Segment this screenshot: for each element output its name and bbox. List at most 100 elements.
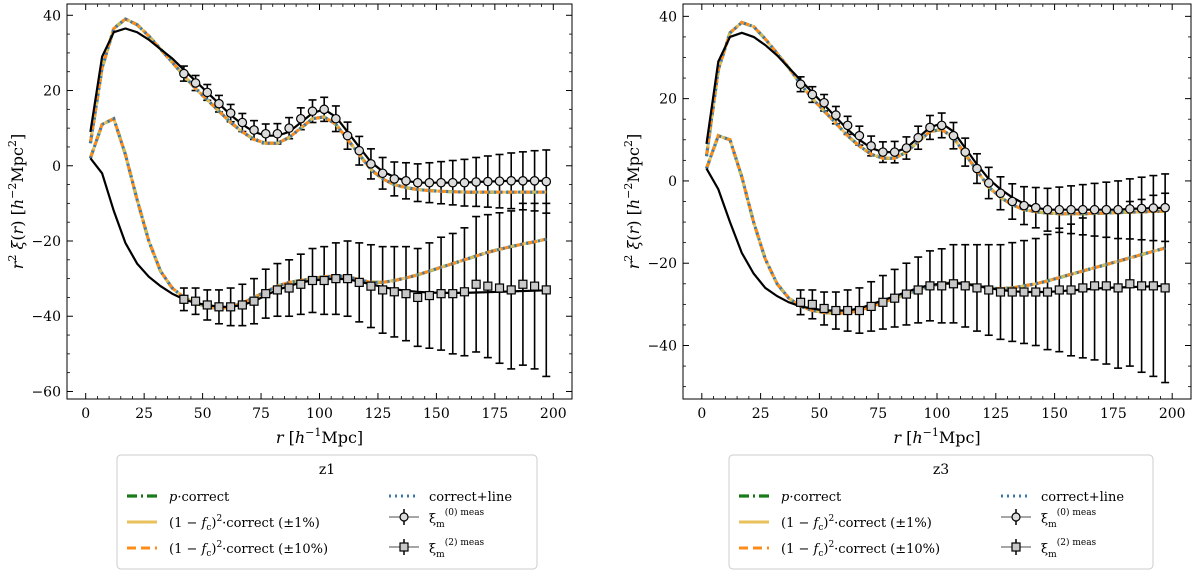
legend-correct-line-label: correct+line: [429, 490, 512, 505]
meas-quad-point: [296, 279, 306, 289]
x-tick-label: 0: [697, 406, 706, 422]
meas-mono-point: [901, 143, 912, 153]
y-tick-label: 0: [668, 174, 677, 190]
meas-mono-point: [913, 132, 923, 143]
meas-mono-point: [1089, 204, 1100, 215]
meas-quad-point: [190, 296, 201, 306]
meas-quad-point: [436, 289, 446, 299]
legend-fc1-label: (1 − fc)2·correct (±1%): [169, 514, 320, 533]
p_quad-correct-line: [88, 116, 547, 311]
legend-title: z1: [319, 462, 335, 478]
meas-quad-point: [261, 289, 271, 299]
meas-mono-point: [842, 120, 853, 131]
meas-quad-point: [795, 297, 806, 307]
meas-quad-point: [1019, 287, 1029, 297]
panel-z1: 0 25 50 75 100 125 150 175 200 −60 −40 −20 0 20 40 r [h…: [6, 3, 573, 570]
meas-mono-point: [412, 177, 423, 188]
y-tick-label: 0: [52, 159, 61, 175]
meas-quad-point: [413, 292, 423, 303]
p_mono-correct-line: [88, 17, 547, 194]
meas-mono-point: [1101, 204, 1112, 215]
meas-mono-point: [202, 87, 213, 98]
meas-quad-point: [307, 275, 318, 286]
meas-quad-point: [819, 303, 829, 314]
meas-mono-point: [1148, 203, 1159, 213]
legend-fc10-label: (1 − fc)2·correct (±10%): [169, 540, 328, 559]
meas-mono-point: [377, 168, 388, 179]
y-axis-label: r2 ξ(r) [h−2Mpc2]: [622, 134, 643, 269]
x-tick-label: 50: [810, 406, 828, 422]
legend: z1 p·correct (1 − fc)2·correct (±1%) (1 − f…: [116, 454, 538, 570]
meas-mono-point: [948, 130, 959, 141]
meas-mono-point: [389, 174, 400, 184]
model-mono-line: [89, 27, 547, 184]
meas-quad-point: [807, 299, 817, 309]
meas-quad-point: [401, 289, 411, 299]
meas-mono-point: [529, 176, 540, 186]
meas-quad-point: [1066, 285, 1076, 295]
meas-quad-point: [459, 287, 470, 297]
meas-quad-point: [901, 289, 912, 299]
axes-frame: [66, 3, 573, 400]
meas-mono-point: [1136, 203, 1147, 214]
legend-p-correct-label: p·correct: [781, 490, 842, 505]
meas-mono-point: [354, 145, 365, 156]
meas-mono-point: [795, 79, 806, 90]
meas-quad-point: [1054, 285, 1064, 295]
meas-quad-point: [389, 287, 399, 297]
meas-quad-point: [237, 300, 247, 310]
meas-mono-point: [319, 104, 329, 115]
meas-quad-point: [541, 285, 551, 295]
x-tick-label: 0: [81, 406, 90, 422]
model-quad-line: [705, 168, 1166, 312]
meas-mono-point: [424, 177, 435, 188]
meas-mono-point: [214, 98, 224, 109]
legend-fc10-label: (1 − fc)2·correct (±10%): [781, 540, 940, 559]
x-axis-label: r [h−1Mpc]: [276, 426, 363, 447]
x-axis-label: r [h−1Mpc]: [893, 426, 980, 447]
meas-quad-point: [831, 305, 841, 316]
meas-quad-point: [424, 290, 434, 301]
meas-quad-point: [984, 285, 994, 295]
meas-quad-point: [214, 302, 224, 312]
legend-meas-quad-marker: [399, 542, 409, 552]
legend-meas-mono-marker: [399, 512, 409, 522]
meas-quad-point: [518, 279, 528, 289]
meas-mono-point: [1007, 196, 1018, 207]
panel-z3: 0 25 50 75 100 125 150 175 200 −40 −20 0 20 40 r [h−1M…: [622, 3, 1192, 570]
meas-quad-point: [972, 283, 982, 293]
meas-mono-point: [854, 130, 865, 141]
legend-box: [728, 454, 1154, 570]
meas-mono-point: [518, 176, 528, 186]
meas-quad-point: [319, 275, 329, 286]
meas-mono-point: [401, 176, 411, 186]
meas-mono-point: [807, 89, 818, 100]
meas-mono-point: [1078, 204, 1088, 215]
y-tick-label: 20: [659, 92, 677, 108]
meas-quad-point: [1148, 281, 1158, 291]
meas-mono-point: [272, 128, 283, 139]
meas-mono-point: [1125, 204, 1135, 214]
meas-quad-point: [354, 277, 364, 287]
meas-mono-point: [471, 177, 481, 187]
meas-mono-point: [960, 147, 971, 157]
meas-mono-point: [307, 106, 318, 117]
meas-mono-point: [331, 113, 341, 124]
legend-p-correct-label: p·correct: [169, 490, 230, 505]
meas-quad-point: [866, 301, 876, 312]
meas-mono-point: [1113, 204, 1123, 215]
meas-quad-point: [284, 283, 294, 293]
meas-mono-point: [190, 78, 201, 88]
model-quad-line: [89, 157, 547, 308]
meas-quad-point: [226, 302, 236, 312]
meas-quad-point: [483, 281, 493, 291]
meas-quad-point: [342, 274, 353, 284]
meas-quad-point: [448, 289, 458, 299]
meas-mono-point: [295, 113, 306, 124]
meas-quad-point: [506, 285, 516, 295]
meas-quad-point: [249, 296, 259, 306]
meas-quad-point: [1031, 287, 1041, 297]
meas-quad-point: [948, 279, 959, 289]
meas-mono-point: [225, 108, 236, 118]
